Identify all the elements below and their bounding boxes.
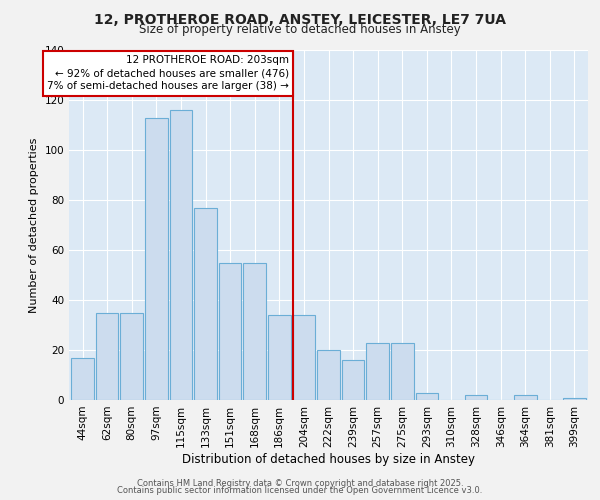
Bar [145,118,167,400]
Bar [219,262,241,400]
Bar [268,315,290,400]
Bar [317,350,340,400]
Bar [465,395,487,400]
Bar [71,358,94,400]
Bar [121,312,143,400]
Bar [563,398,586,400]
Bar [194,208,217,400]
Bar [170,110,192,400]
Text: Size of property relative to detached houses in Anstey: Size of property relative to detached ho… [139,22,461,36]
Bar [96,312,118,400]
Bar [367,342,389,400]
Bar [342,360,364,400]
Bar [391,342,413,400]
Text: Contains HM Land Registry data © Crown copyright and database right 2025.: Contains HM Land Registry data © Crown c… [137,478,463,488]
Text: 12 PROTHEROE ROAD: 203sqm
← 92% of detached houses are smaller (476)
7% of semi-: 12 PROTHEROE ROAD: 203sqm ← 92% of detac… [47,55,289,92]
Bar [416,392,438,400]
Text: Contains public sector information licensed under the Open Government Licence v3: Contains public sector information licen… [118,486,482,495]
Y-axis label: Number of detached properties: Number of detached properties [29,138,39,312]
Bar [244,262,266,400]
Bar [514,395,536,400]
Text: 12, PROTHEROE ROAD, ANSTEY, LEICESTER, LE7 7UA: 12, PROTHEROE ROAD, ANSTEY, LEICESTER, L… [94,12,506,26]
X-axis label: Distribution of detached houses by size in Anstey: Distribution of detached houses by size … [182,452,475,466]
Bar [293,315,315,400]
